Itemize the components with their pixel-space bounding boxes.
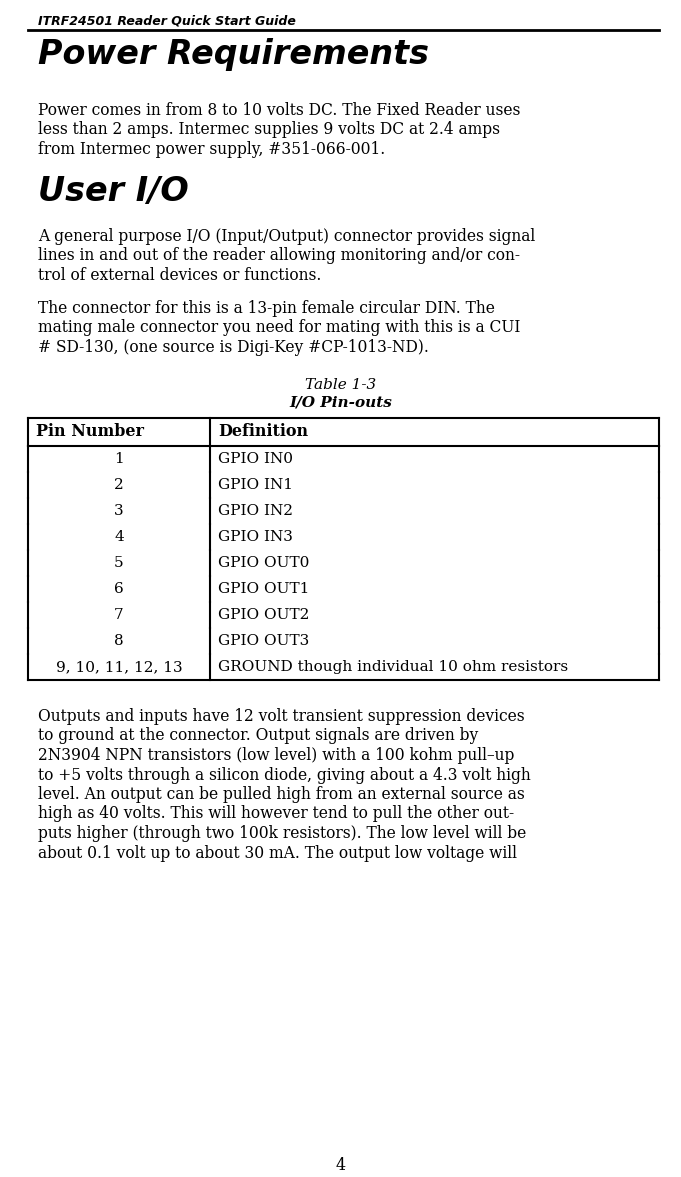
Text: GPIO IN1: GPIO IN1 xyxy=(218,478,293,492)
Text: 4: 4 xyxy=(336,1157,345,1173)
Text: The connector for this is a 13-pin female circular DIN. The: The connector for this is a 13-pin femal… xyxy=(38,300,495,317)
Text: 9, 10, 11, 12, 13: 9, 10, 11, 12, 13 xyxy=(56,660,183,674)
Text: 5: 5 xyxy=(114,556,124,570)
Text: GPIO OUT3: GPIO OUT3 xyxy=(218,634,309,649)
Text: GPIO IN0: GPIO IN0 xyxy=(218,452,293,466)
Text: 4: 4 xyxy=(114,530,124,544)
Text: to ground at the connector. Output signals are driven by: to ground at the connector. Output signa… xyxy=(38,727,478,745)
Text: high as 40 volts. This will however tend to pull the other out-: high as 40 volts. This will however tend… xyxy=(38,805,514,823)
Text: Table 1-3: Table 1-3 xyxy=(305,378,376,392)
Text: about 0.1 volt up to about 30 mA. The output low voltage will: about 0.1 volt up to about 30 mA. The ou… xyxy=(38,845,517,862)
Text: 1: 1 xyxy=(114,452,124,466)
Text: GROUND though individual 10 ohm resistors: GROUND though individual 10 ohm resistor… xyxy=(218,660,568,674)
Text: 7: 7 xyxy=(114,609,124,621)
Text: trol of external devices or functions.: trol of external devices or functions. xyxy=(38,267,321,284)
Text: Outputs and inputs have 12 volt transient suppression devices: Outputs and inputs have 12 volt transien… xyxy=(38,709,524,725)
Text: 8: 8 xyxy=(114,634,124,649)
Text: Power Requirements: Power Requirements xyxy=(38,38,429,71)
Text: GPIO IN3: GPIO IN3 xyxy=(218,530,293,544)
Text: Pin Number: Pin Number xyxy=(36,423,144,440)
Text: level. An output can be pulled high from an external source as: level. An output can be pulled high from… xyxy=(38,786,525,803)
Text: Definition: Definition xyxy=(218,423,308,440)
Text: ITRF24501 Reader Quick Start Guide: ITRF24501 Reader Quick Start Guide xyxy=(38,14,296,27)
Text: # SD-130, (one source is Digi-Key #CP-1013-ND).: # SD-130, (one source is Digi-Key #CP-10… xyxy=(38,339,429,355)
Text: 2N3904 NPN transistors (low level) with a 100 kohm pull–up: 2N3904 NPN transistors (low level) with … xyxy=(38,747,514,764)
Text: GPIO OUT2: GPIO OUT2 xyxy=(218,609,309,621)
Text: from Intermec power supply, #351-066-001.: from Intermec power supply, #351-066-001… xyxy=(38,141,385,158)
Text: A general purpose I/O (Input/Output) connector provides signal: A general purpose I/O (Input/Output) con… xyxy=(38,228,535,245)
Text: mating male connector you need for mating with this is a CUI: mating male connector you need for matin… xyxy=(38,319,520,337)
Text: to +5 volts through a silicon diode, giving about a 4.3 volt high: to +5 volts through a silicon diode, giv… xyxy=(38,766,530,784)
Text: puts higher (through two 100k resistors). The low level will be: puts higher (through two 100k resistors)… xyxy=(38,825,526,842)
Text: 3: 3 xyxy=(114,504,124,518)
Text: less than 2 amps. Intermec supplies 9 volts DC at 2.4 amps: less than 2 amps. Intermec supplies 9 vo… xyxy=(38,121,500,139)
Text: GPIO OUT0: GPIO OUT0 xyxy=(218,556,309,570)
Text: 2: 2 xyxy=(114,478,124,492)
Text: Power comes in from 8 to 10 volts DC. The Fixed Reader uses: Power comes in from 8 to 10 volts DC. Th… xyxy=(38,102,520,119)
Text: I/O Pin-outs: I/O Pin-outs xyxy=(289,395,392,410)
Text: lines in and out of the reader allowing monitoring and/or con-: lines in and out of the reader allowing … xyxy=(38,247,520,265)
Text: GPIO IN2: GPIO IN2 xyxy=(218,504,293,518)
Text: User I/O: User I/O xyxy=(38,175,189,208)
Text: GPIO OUT1: GPIO OUT1 xyxy=(218,581,309,596)
Text: 6: 6 xyxy=(114,581,124,596)
